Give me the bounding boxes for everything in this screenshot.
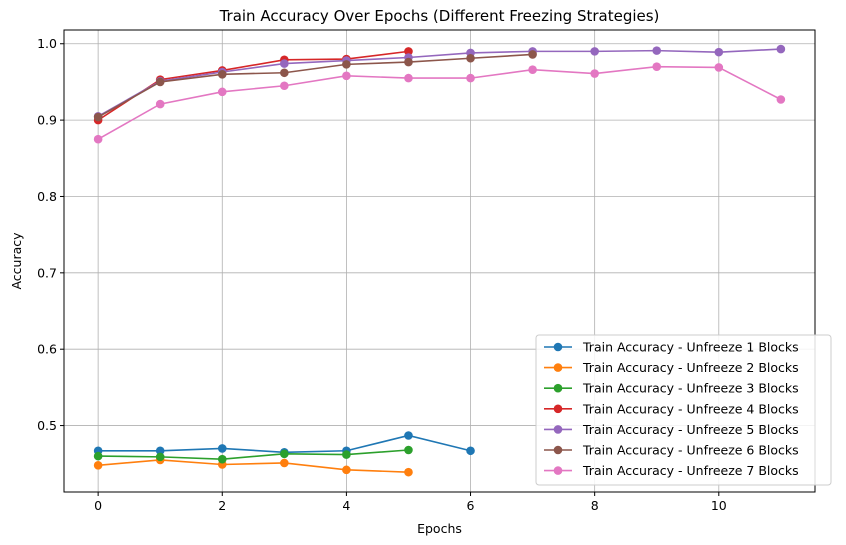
data-point — [404, 47, 413, 56]
legend-label: Train Accuracy - Unfreeze 1 Blocks — [582, 340, 799, 355]
data-point — [280, 81, 289, 91]
legend: Train Accuracy - Unfreeze 1 Blocks Train … — [535, 334, 832, 486]
data-point — [280, 68, 289, 78]
x-tick-label: 8 — [591, 498, 599, 513]
legend-marker — [553, 445, 563, 455]
data-point — [342, 450, 351, 459]
data-point — [590, 69, 599, 78]
legend-label: Train Accuracy - Unfreeze 6 Blocks — [582, 443, 799, 458]
data-point — [93, 451, 103, 461]
data-point — [404, 445, 413, 455]
data-point — [404, 467, 413, 477]
series-7 — [93, 62, 786, 144]
legend-marker — [553, 404, 563, 414]
series-layer — [93, 44, 786, 477]
legend-marker — [553, 363, 563, 372]
data-point — [714, 47, 724, 57]
series-3 — [93, 445, 413, 464]
data-point — [590, 47, 599, 56]
data-point — [404, 73, 413, 83]
data-point — [652, 46, 662, 55]
data-point — [280, 458, 289, 468]
data-point — [404, 57, 413, 67]
chart-title: Train Accuracy Over Epochs (Different Fr… — [219, 7, 660, 25]
y-tick-label: 0.7 — [37, 265, 57, 280]
legend-marker — [553, 342, 563, 352]
legend-label: Train Accuracy - Unfreeze 4 Blocks — [582, 401, 799, 416]
y-tick-label: 0.5 — [37, 418, 57, 433]
data-point — [217, 69, 227, 79]
legend-item: Train Accuracy - Unfreeze 3 Blocks — [544, 381, 799, 396]
data-point — [93, 460, 103, 470]
series-4 — [93, 47, 413, 125]
y-tick-label: 1.0 — [37, 36, 57, 51]
legend-marker — [553, 425, 563, 434]
series-line — [97, 48, 781, 117]
data-point — [155, 99, 165, 109]
data-point — [466, 446, 475, 456]
series-line — [98, 449, 409, 460]
legend-item: Train Accuracy - Unfreeze 5 Blocks — [544, 422, 799, 437]
x-tick-label: 2 — [218, 498, 226, 513]
legend-label: Train Accuracy - Unfreeze 5 Blocks — [582, 422, 799, 437]
legend-label: Train Accuracy - Unfreeze 7 Blocks — [582, 463, 799, 478]
data-point — [280, 59, 289, 68]
series-2 — [93, 455, 413, 477]
data-point — [776, 44, 786, 54]
data-point — [528, 50, 537, 59]
data-point — [466, 73, 475, 83]
x-axis-label: Epochs — [417, 521, 462, 536]
x-tick-label: 0 — [94, 498, 102, 513]
data-point — [155, 77, 165, 87]
data-point — [217, 87, 227, 97]
data-point — [342, 60, 351, 69]
plot-frame — [63, 29, 816, 493]
data-point — [93, 134, 103, 144]
data-point — [776, 95, 786, 104]
data-point — [93, 112, 103, 122]
legend-label: Train Accuracy - Unfreeze 3 Blocks — [582, 381, 799, 396]
series-5 — [93, 44, 786, 121]
data-point — [404, 431, 413, 440]
data-point — [217, 454, 227, 464]
grid — [64, 30, 815, 492]
legend-item: Train Accuracy - Unfreeze 7 Blocks — [544, 463, 799, 478]
legend-marker — [553, 466, 563, 475]
x-tick-label: 4 — [342, 498, 350, 513]
axes: 0 2 4 6 8 10 0.5 0.6 0.7 0.8 0.9 1.0 — [37, 36, 727, 513]
data-point — [342, 465, 351, 475]
legend-item: Train Accuracy - Unfreeze 6 Blocks — [544, 443, 799, 458]
x-tick-label: 6 — [467, 498, 475, 513]
legend-item: Train Accuracy - Unfreeze 1 Blocks — [544, 340, 799, 355]
data-point — [155, 446, 165, 456]
legend-item: Train Accuracy - Unfreeze 4 Blocks — [544, 401, 799, 416]
data-point — [714, 63, 724, 72]
y-tick-label: 0.9 — [37, 113, 57, 128]
y-axis-label: Accuracy — [9, 232, 24, 290]
data-point — [217, 444, 227, 453]
y-tick-label: 0.6 — [37, 342, 57, 357]
legend-marker — [553, 383, 563, 393]
y-tick-label: 0.8 — [37, 189, 57, 204]
series-line — [97, 65, 782, 140]
series-6 — [93, 50, 537, 122]
series-line — [98, 459, 409, 473]
data-point — [652, 62, 662, 71]
data-point — [155, 452, 165, 462]
legend-label: Train Accuracy - Unfreeze 2 Blocks — [582, 360, 799, 375]
data-point — [280, 449, 289, 459]
data-point — [342, 71, 351, 81]
series-line — [97, 50, 409, 121]
data-point — [466, 53, 475, 63]
series-line — [97, 53, 533, 118]
legend-box — [535, 334, 832, 486]
data-point — [528, 65, 537, 75]
legend-item: Train Accuracy - Unfreeze 2 Blocks — [544, 360, 799, 375]
x-tick-label: 10 — [711, 498, 727, 513]
